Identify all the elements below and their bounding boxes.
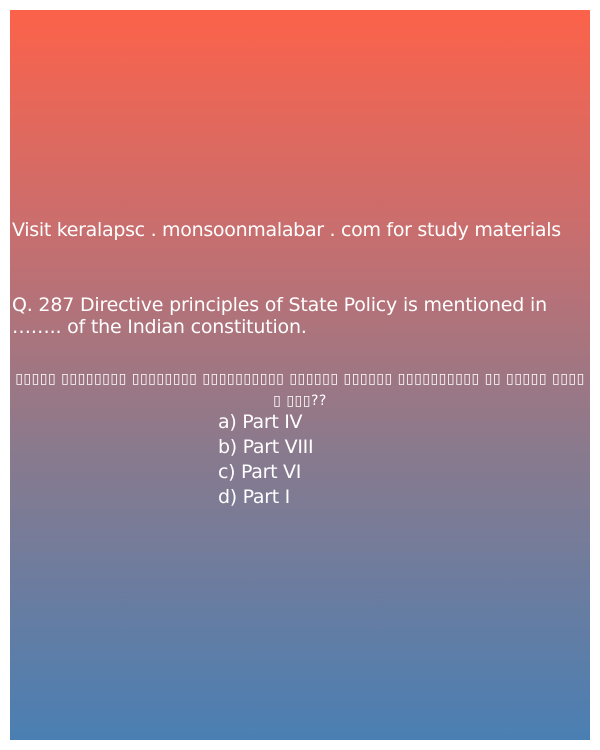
question-card: Visit keralapsc . monsoonmalabar . com f…	[10, 10, 590, 740]
option-a: a) Part IV	[218, 411, 303, 433]
question-text: Q. 287 Directive principles of State Pol…	[12, 294, 547, 338]
promo-text: Visit keralapsc . monsoonmalabar . com f…	[12, 219, 561, 241]
answer-options: a) Part IV b) Part VIII c) Part VI d) Pa…	[218, 410, 314, 510]
option-c: c) Part VI	[218, 461, 302, 483]
malayalam-question-text: ▯▯▯▯▯ ▯▯▯▯▯▯▯▯ ▯▯▯▯▯▯▯▯ ▯▯▯▯▯▯▯▯▯▯ ▯▯▯▯▯…	[15, 371, 585, 409]
option-d: d) Part I	[218, 486, 290, 508]
option-b: b) Part VIII	[218, 436, 314, 458]
